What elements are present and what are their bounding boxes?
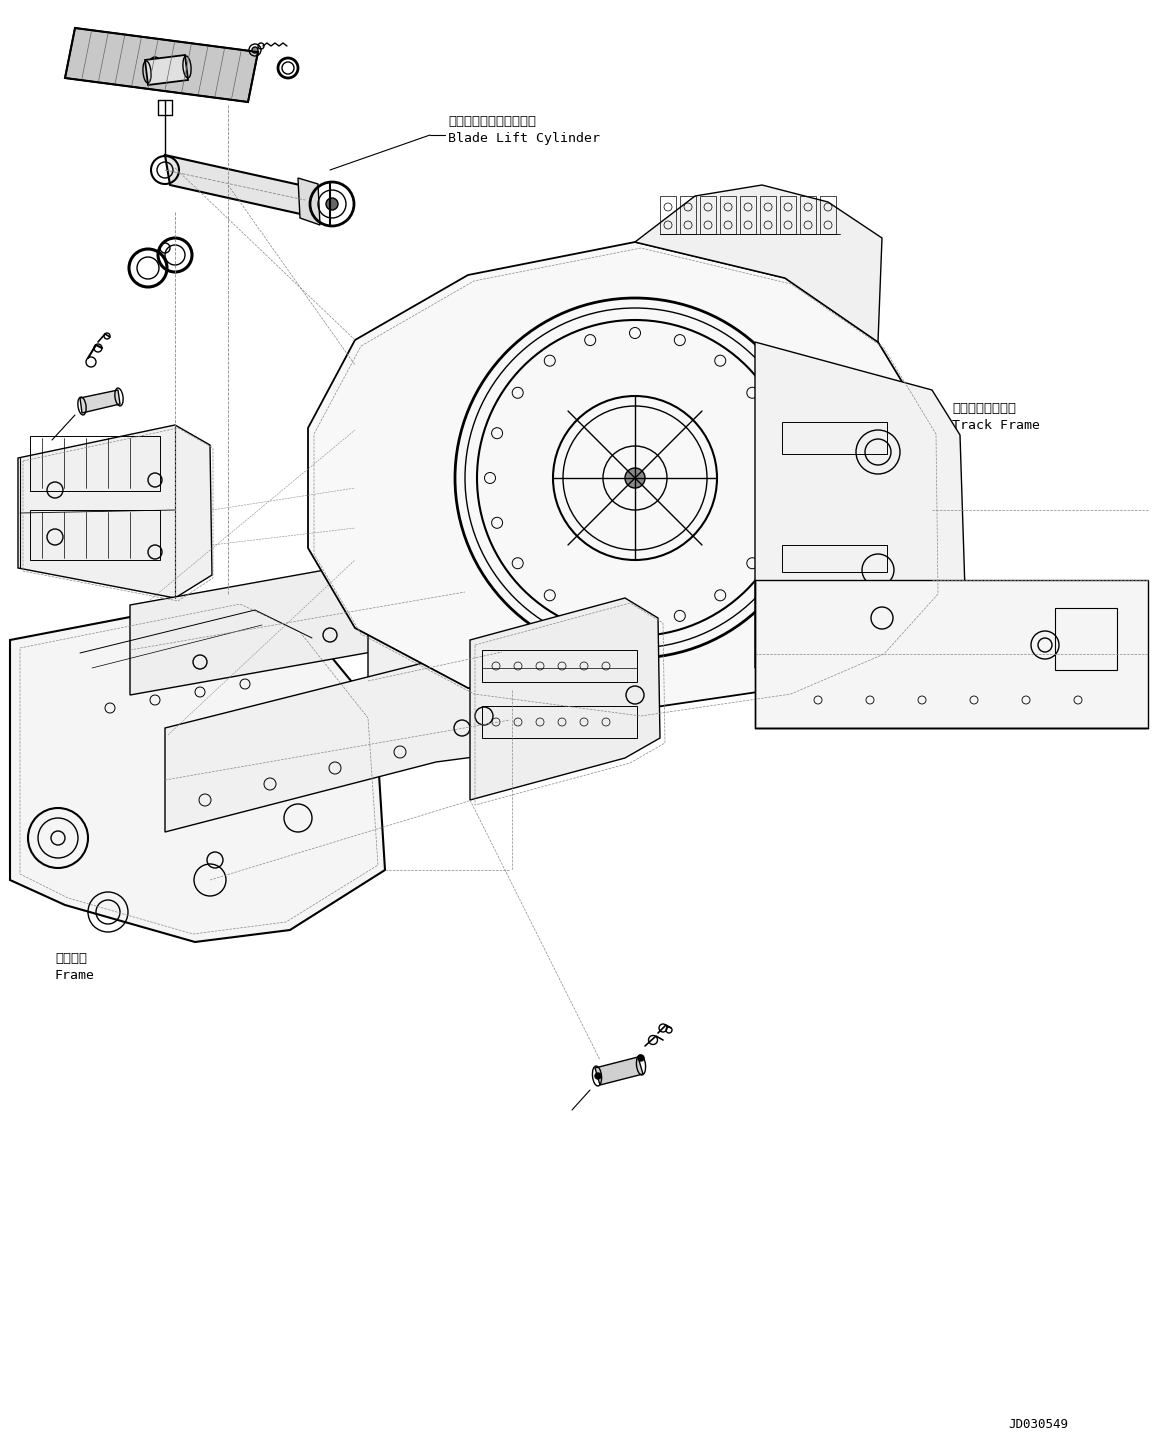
Polygon shape [755, 580, 1148, 728]
Bar [30, 509, 160, 560]
Text: JD030549: JD030549 [1008, 1418, 1068, 1431]
Text: トラックフレーム: トラックフレーム [952, 402, 1016, 415]
Circle shape [252, 47, 258, 53]
Bar [481, 650, 637, 682]
Circle shape [638, 1055, 644, 1060]
Bar [740, 197, 756, 234]
Polygon shape [595, 1058, 643, 1085]
Polygon shape [17, 425, 212, 598]
Polygon shape [130, 552, 468, 695]
Bar [782, 545, 887, 573]
Bar [820, 197, 836, 234]
Polygon shape [65, 29, 258, 102]
Polygon shape [635, 185, 882, 342]
Circle shape [625, 468, 645, 488]
Bar [700, 197, 716, 234]
Polygon shape [165, 660, 512, 832]
Polygon shape [298, 178, 320, 225]
Circle shape [595, 1073, 601, 1079]
Text: Frame: Frame [55, 969, 95, 982]
Bar [659, 197, 676, 234]
Circle shape [150, 57, 160, 67]
Polygon shape [755, 342, 965, 669]
Bar [680, 197, 695, 234]
Polygon shape [470, 598, 659, 799]
Polygon shape [308, 243, 932, 710]
Bar [780, 197, 795, 234]
Text: ブレードリフトシリンダ: ブレードリフトシリンダ [448, 115, 536, 128]
Bar [481, 706, 637, 738]
Polygon shape [80, 390, 120, 413]
Circle shape [326, 198, 338, 210]
Bar [782, 422, 887, 453]
Text: Track Frame: Track Frame [952, 419, 1040, 432]
Polygon shape [10, 596, 385, 941]
Text: フレーム: フレーム [55, 951, 87, 964]
Text: Blade Lift Cylinder: Blade Lift Cylinder [448, 132, 600, 145]
Polygon shape [165, 155, 305, 215]
Bar [800, 197, 816, 234]
Bar [30, 436, 160, 491]
Bar [1055, 608, 1116, 670]
Polygon shape [145, 55, 188, 85]
Bar [720, 197, 736, 234]
Bar [759, 197, 776, 234]
Polygon shape [368, 590, 505, 745]
